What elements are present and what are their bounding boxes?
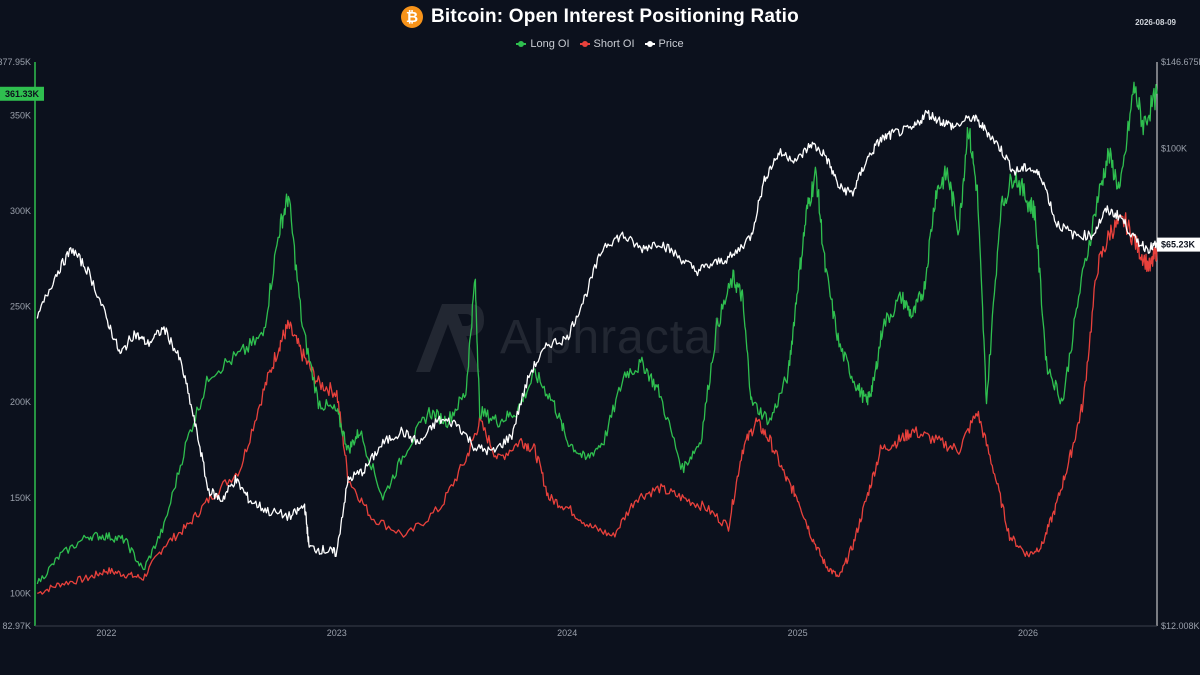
chart-date: 2026-08-09 — [1135, 18, 1176, 27]
left-current-value-label: 361.33K — [5, 89, 40, 99]
chart-legend: Long OI Short OI Price — [0, 38, 1200, 50]
legend-swatch-short-oi — [579, 41, 590, 47]
legend-label-long-oi: Long OI — [530, 38, 570, 50]
left-tick-label: 300K — [10, 206, 31, 216]
left-tick-label: 82.97K — [2, 621, 31, 631]
series-line-price — [36, 109, 1158, 558]
left-tick-label: 250K — [10, 302, 31, 312]
watermark-text: Alphractal — [500, 310, 724, 364]
left-tick-label: 377.95K — [0, 57, 31, 67]
x-tick-label: 2025 — [788, 628, 808, 638]
series-line-long-oi — [36, 81, 1158, 585]
right-current-value-badge — [1157, 237, 1200, 252]
right-tick-label: $100K — [1161, 143, 1187, 153]
bitcoin-icon: ₿ — [401, 6, 424, 28]
left-tick-label: 200K — [10, 397, 31, 407]
chart-header: ₿ Bitcoin: Open Interest Positioning Rat… — [0, 6, 1200, 28]
left-tick-label: 100K — [10, 588, 31, 598]
legend-swatch-long-oi — [516, 41, 527, 47]
legend-item-price[interactable]: Price — [644, 38, 684, 50]
left-tick-label: 150K — [10, 493, 31, 503]
x-tick-label: 2024 — [557, 628, 577, 638]
right-tick-label: $146.675K — [1161, 57, 1200, 67]
right-current-value-label: $65.23K — [1161, 240, 1196, 250]
left-current-value-badge — [0, 86, 44, 101]
chart-title: Bitcoin: Open Interest Positioning Ratio — [431, 6, 799, 27]
left-tick-label: 350K — [10, 110, 31, 120]
x-tick-label: 2026 — [1018, 628, 1038, 638]
legend-item-short-oi[interactable]: Short OI — [579, 38, 635, 50]
legend-label-short-oi: Short OI — [593, 38, 635, 50]
x-tick-label: 2022 — [96, 628, 116, 638]
right-tick-label: $12.008K — [1161, 621, 1200, 631]
legend-item-long-oi[interactable]: Long OI — [516, 38, 570, 50]
series-line-short-oi — [37, 212, 1158, 595]
legend-swatch-price — [644, 41, 655, 47]
legend-label-price: Price — [658, 38, 684, 50]
x-tick-label: 2023 — [327, 628, 347, 638]
